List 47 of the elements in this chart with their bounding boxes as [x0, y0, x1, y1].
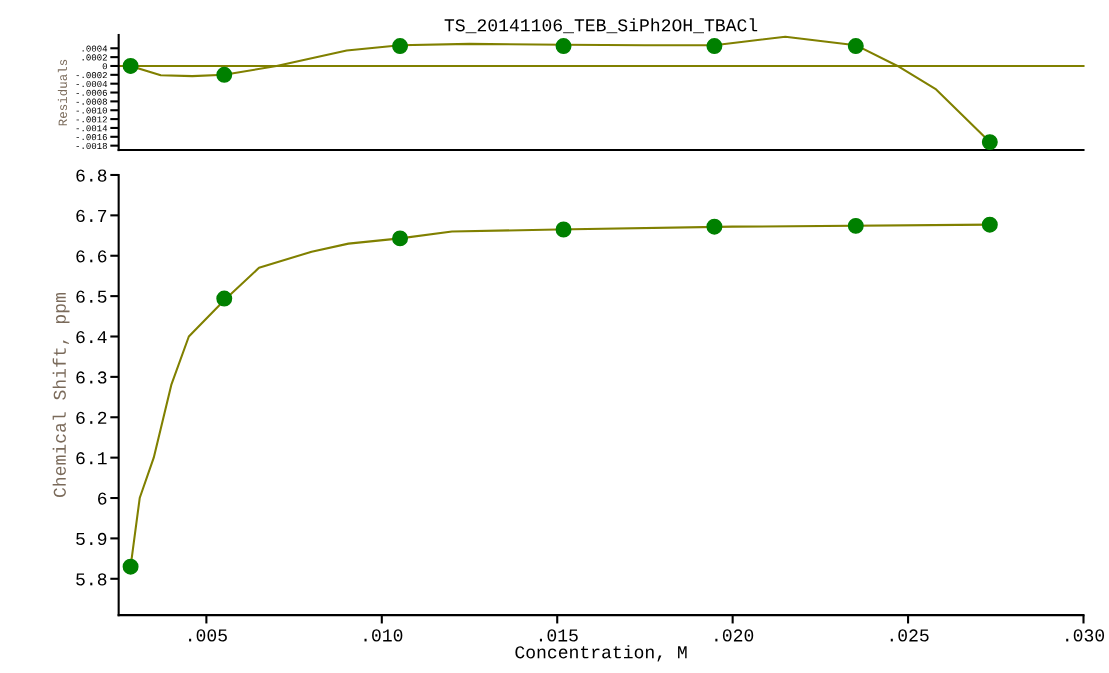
x-tick-label: .030 — [1066, 629, 1105, 642]
y-tick-label: -.0006 — [76, 89, 107, 96]
point — [216, 290, 233, 307]
point — [847, 38, 864, 55]
y-tick-label: -.0014 — [76, 125, 108, 132]
y-tick-label: 6.1 — [76, 452, 107, 465]
point — [847, 217, 864, 234]
y-tick-label: -.0018 — [76, 142, 107, 150]
y-axis-title: Residuals — [57, 59, 68, 126]
y-tick-label: 6 — [98, 492, 107, 505]
y-tick-label: -.0016 — [76, 134, 107, 141]
y-tick-label: 5.9 — [76, 532, 107, 546]
y-tick-label: 5.8 — [76, 573, 107, 586]
y-tick-label: -.0002 — [76, 72, 107, 79]
y-tick-label: 6.7 — [76, 209, 107, 223]
y-tick-label: -.0004 — [76, 80, 108, 88]
x-tick-label: .025 — [890, 629, 929, 642]
point — [392, 230, 409, 247]
y-tick-label: .0004 — [82, 45, 108, 52]
point — [555, 221, 572, 238]
y-tick-label: -.0012 — [76, 116, 107, 123]
y-tick-label: -.0010 — [76, 107, 107, 114]
y-tick-label: 6.6 — [76, 250, 107, 263]
y-tick-label: 6.3 — [76, 371, 107, 384]
y-tick-label: 6.5 — [76, 290, 107, 303]
y-tick-label: 6.8 — [76, 169, 107, 182]
point — [122, 558, 139, 575]
y-tick-label: -.0008 — [76, 98, 107, 105]
y-axis-title: Chemical Shift, ppm — [52, 293, 70, 497]
y-tick-label: 0 — [102, 63, 107, 70]
x-tick-label: .005 — [189, 629, 227, 642]
point — [981, 134, 998, 151]
y-tick-label: .0002 — [82, 54, 107, 61]
point — [122, 58, 139, 74]
point — [706, 38, 723, 55]
point — [706, 218, 723, 235]
point — [981, 216, 998, 233]
point — [216, 66, 233, 83]
x-axis-title: Concentration, M — [515, 645, 687, 662]
x-tick-label: .010 — [364, 629, 403, 642]
point — [392, 38, 409, 55]
chart-title: TS_20141106_TEB_SiPh2OH_TBACl — [444, 18, 758, 34]
point — [555, 38, 572, 55]
y-tick-label: 6.4 — [76, 330, 107, 344]
x-tick-label: .015 — [539, 629, 578, 642]
y-tick-label: 6.2 — [76, 411, 107, 424]
x-tick-label: .020 — [715, 629, 754, 642]
